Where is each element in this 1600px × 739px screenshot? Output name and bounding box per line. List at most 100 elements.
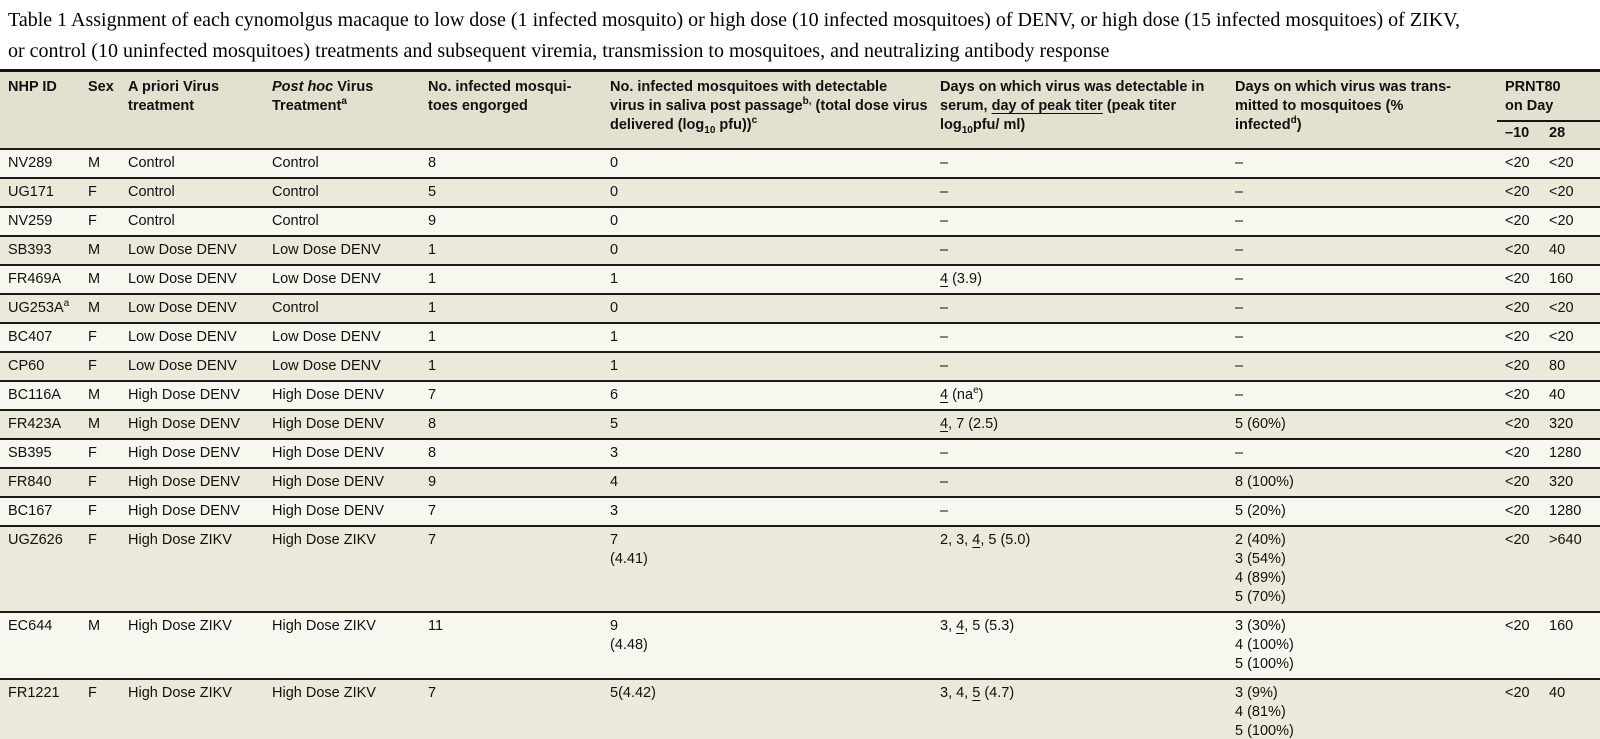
cell-nhp-id: UGZ626 [8,532,63,548]
cell-a-priori: High Dose ZIKV [128,532,232,548]
col-header-nhp-id: NHP ID [0,70,80,149]
cell-post-hoc: High Dose DENV [272,445,385,461]
cell-sex: F [88,329,97,345]
cell-a-priori: Control [128,184,175,200]
cell-post-hoc: High Dose ZIKV [272,685,376,701]
col-header-post-hoc-treatment: Post hoc Virus Treatmenta [264,70,420,149]
cell-post-hoc: High Dose ZIKV [272,532,376,548]
cell-saliva: 6 [610,387,619,403]
cell-transmitted: – [1235,242,1244,258]
cell-nhp-id: EC644 [8,618,53,634]
cell-a-priori: High Dose DENV [128,416,241,432]
col-header-transmission-days: Days on which virus was trans-mitted to … [1227,70,1497,149]
cell-nhp-id: UG171 [8,184,54,200]
cell-post-hoc: High Dose DENV [272,474,385,490]
table-row: BC407 F Low Dose DENV Low Dose DENV 1 1 … [0,323,1600,352]
cell-serum: – [940,358,949,374]
table-row: FR423A M High Dose DENV High Dose DENV 8… [0,410,1600,439]
cell-prnt-minus10: <20 [1505,416,1530,432]
cell-prnt-minus10: <20 [1505,445,1530,461]
cell-saliva: 1 [610,358,619,374]
cell-transmitted: 5 (20%) [1235,503,1286,519]
cell-saliva: 0 [610,155,619,171]
cell-prnt-28: 320 [1549,474,1574,490]
col-header-mosquitoes-engorged: No. infected mosqui-toes engorged [420,70,602,149]
col-header-day-minus10: –10 [1497,121,1541,149]
cell-serum: – [940,184,949,200]
cell-prnt-28: 40 [1549,242,1566,258]
cell-transmitted: – [1235,300,1244,316]
cell-serum: – [940,474,949,490]
cell-a-priori: Low Dose DENV [128,300,237,316]
table-row: FR840 F High Dose DENV High Dose DENV 9 … [0,468,1600,497]
cell-prnt-28: 320 [1549,416,1574,432]
cell-nhp-id: FR423A [8,416,62,432]
cell-serum: – [940,242,949,258]
cell-prnt-minus10: <20 [1505,474,1530,490]
cell-saliva: 5(4.42) [610,685,656,701]
cell-saliva: 7 (4.41) [610,532,648,567]
cell-saliva: 1 [610,329,619,345]
cell-serum: – [940,445,949,461]
cell-sex: M [88,300,101,316]
cell-serum: – [940,503,949,519]
cell-nhp-id: NV289 [8,155,53,171]
col-header-prnt80-group: PRNT80 on Day [1497,70,1600,122]
table-row: UGZ626 F High Dose ZIKV High Dose ZIKV 7… [0,526,1600,612]
cell-transmitted: – [1235,271,1244,287]
cell-engorged: 8 [428,155,437,171]
table-row: FR469A M Low Dose DENV Low Dose DENV 1 1… [0,265,1600,294]
cell-engorged: 5 [428,184,437,200]
cell-sex: M [88,416,101,432]
cell-saliva: 5 [610,416,619,432]
cell-transmitted: 3 (30%) 4 (100%) 5 (100%) [1235,618,1294,672]
cell-transmitted: 2 (40%) 3 (54%) 4 (89%) 5 (70%) [1235,532,1286,605]
table-row: BC167 F High Dose DENV High Dose DENV 7 … [0,497,1600,526]
cell-sex: M [88,618,101,634]
cell-engorged: 9 [428,213,437,229]
cell-post-hoc: High Dose DENV [272,416,385,432]
col-header-day-28: 28 [1541,121,1600,149]
cell-engorged: 7 [428,503,437,519]
cell-engorged: 11 [428,618,444,634]
cell-prnt-28: <20 [1549,184,1574,200]
cell-prnt-minus10: <20 [1505,184,1530,200]
cell-engorged: 1 [428,300,437,316]
cell-prnt-28: <20 [1549,155,1574,171]
cell-sex: M [88,155,101,171]
cell-serum: 2, 3, 4, 5 (5.0) [940,532,1031,548]
cell-post-hoc: High Dose DENV [272,503,385,519]
cell-sex: M [88,387,101,403]
cell-nhp-id: UG253Aa [8,298,70,316]
cell-sex: F [88,532,97,548]
cell-nhp-id: CP60 [8,358,45,374]
cell-post-hoc: High Dose DENV [272,387,385,403]
cell-a-priori: Low Dose DENV [128,329,237,345]
cell-a-priori: Low Dose DENV [128,358,237,374]
cell-nhp-id: BC407 [8,329,53,345]
col-header-saliva-positive: No. infected mosquitoes with detectable v… [602,70,932,149]
cell-prnt-28: 80 [1549,358,1566,374]
cell-saliva: 9 (4.48) [610,618,648,653]
cell-transmitted: – [1235,329,1244,345]
cell-saliva: 3 [610,503,619,519]
cell-prnt-28: <20 [1549,329,1574,345]
cell-transmitted: – [1235,213,1244,229]
cell-serum: – [940,213,949,229]
cell-prnt-28: >640 [1549,532,1582,548]
table-row: NV259 F Control Control 9 0 – – <20 <20 [0,207,1600,236]
cell-sex: M [88,242,101,258]
cell-sex: F [88,213,97,229]
cell-prnt-minus10: <20 [1505,155,1530,171]
cell-prnt-minus10: <20 [1505,532,1530,548]
cell-prnt-minus10: <20 [1505,213,1530,229]
cell-nhp-id: SB393 [8,242,52,258]
cell-engorged: 7 [428,685,437,701]
cell-prnt-28: 1280 [1549,503,1582,519]
cell-engorged: 1 [428,271,437,287]
cell-serum: 4 (3.9) [940,271,982,287]
cell-sex: F [88,358,97,374]
cell-sex: F [88,445,97,461]
cell-post-hoc: Low Dose DENV [272,358,381,374]
